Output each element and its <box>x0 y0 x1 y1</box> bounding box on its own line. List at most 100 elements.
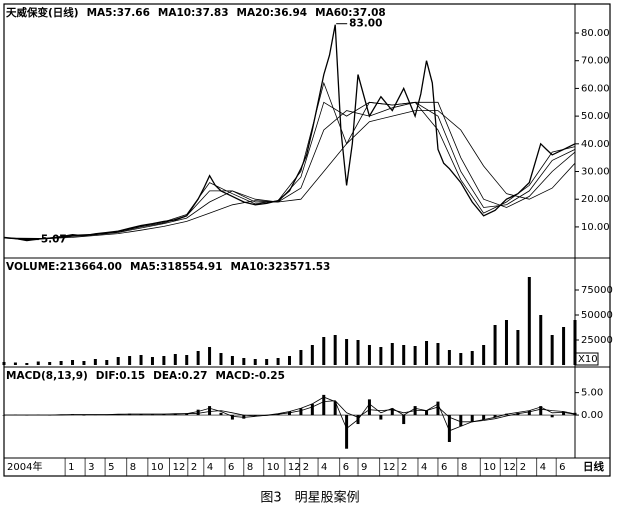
panel-header: MACD:-0.25 <box>215 370 284 382</box>
bar <box>539 315 543 365</box>
bar <box>550 335 554 365</box>
bar <box>367 399 371 416</box>
bar <box>482 345 486 365</box>
bar <box>253 359 257 365</box>
bar <box>36 361 40 365</box>
x-tick-label: 8 <box>130 462 136 473</box>
annotation: 83.00 <box>349 18 382 30</box>
y-tick-label: 25000 <box>581 335 613 346</box>
bar <box>128 413 132 416</box>
x-tick-label: 2 <box>303 462 309 473</box>
bar <box>527 410 531 416</box>
panel-header: 天威保变(日线) <box>6 6 79 19</box>
bar <box>219 353 223 365</box>
bar <box>539 406 543 416</box>
bar <box>333 335 337 365</box>
bar <box>82 415 86 416</box>
unit-label: X10 <box>578 354 598 365</box>
bar <box>504 413 508 416</box>
bar <box>13 362 17 365</box>
panel-header: MA5:318554.91 <box>130 261 223 273</box>
x-tick-label: 2004年 <box>7 460 42 473</box>
y-tick-label: 70.00 <box>581 56 610 67</box>
bar <box>2 415 6 416</box>
x-tick-label: 3 <box>88 462 94 473</box>
line-series <box>3 81 576 241</box>
bar <box>71 360 75 365</box>
x-tick-label: 6 <box>228 462 234 473</box>
bar <box>299 350 303 365</box>
bar <box>527 277 531 365</box>
x-tick-label: 6 <box>441 462 447 473</box>
bar <box>150 357 154 365</box>
bar <box>196 409 200 416</box>
bar <box>493 325 497 365</box>
x-tick-label: 9 <box>361 462 367 473</box>
bar <box>288 356 291 365</box>
y-tick-label: 75000 <box>581 285 613 296</box>
bar <box>185 355 189 365</box>
bar <box>13 414 17 416</box>
x-tick-label: 4 <box>321 462 327 473</box>
y-tick-label: 5.00 <box>581 388 603 399</box>
bar <box>48 415 52 416</box>
caption: 图3 明星股案例 <box>260 491 359 506</box>
bar <box>105 414 109 416</box>
bar <box>219 412 223 416</box>
bar <box>105 360 109 365</box>
bar <box>71 414 75 416</box>
bar <box>173 413 177 416</box>
bar <box>185 413 189 416</box>
panel-header: MACD(8,13,9) <box>6 370 88 382</box>
bar <box>379 415 383 420</box>
bar <box>93 359 97 365</box>
y-tick-label: 50000 <box>581 310 613 321</box>
y-tick-label: 10.00 <box>581 222 610 233</box>
x-tick-label: 12 <box>383 462 396 473</box>
bar <box>253 415 257 417</box>
bar <box>208 347 212 365</box>
bar <box>379 347 383 365</box>
bar <box>116 414 120 416</box>
bar <box>550 415 554 418</box>
bar <box>276 358 280 365</box>
y-tick-label: 30.00 <box>581 167 610 178</box>
bar <box>573 320 577 365</box>
bar <box>459 415 463 427</box>
bar <box>139 355 143 365</box>
x-tick-label: 5 <box>108 462 114 473</box>
x-tick-label: 2 <box>520 462 526 473</box>
bar <box>482 415 486 420</box>
x-tick-label: 8 <box>461 462 467 473</box>
line-series <box>3 24 576 242</box>
bar <box>93 414 97 416</box>
y-tick-label: 50.00 <box>581 111 610 122</box>
bar <box>345 339 349 365</box>
bar <box>447 415 451 442</box>
x-tick-label: 2 <box>401 462 407 473</box>
bar <box>562 327 566 365</box>
x-tick-label: 2 <box>191 462 197 473</box>
bar <box>128 356 132 365</box>
bar <box>436 401 440 416</box>
x-tick-label: 6 <box>343 462 349 473</box>
bar <box>230 356 234 365</box>
bar <box>493 415 497 418</box>
bar <box>310 345 314 365</box>
bar <box>173 354 177 365</box>
x-tick-label: 12 <box>503 462 516 473</box>
line-series <box>3 110 576 239</box>
bar <box>25 415 29 416</box>
panel-header: MA10:323571.53 <box>231 261 331 273</box>
bar <box>356 340 360 365</box>
bar <box>402 415 406 425</box>
bar <box>470 415 474 422</box>
bar <box>2 362 6 365</box>
bar <box>139 414 143 416</box>
bar <box>345 415 349 449</box>
panel-header: DIF:0.15 <box>96 370 145 382</box>
x-tick-label: 4 <box>421 462 427 473</box>
bar <box>459 353 463 365</box>
